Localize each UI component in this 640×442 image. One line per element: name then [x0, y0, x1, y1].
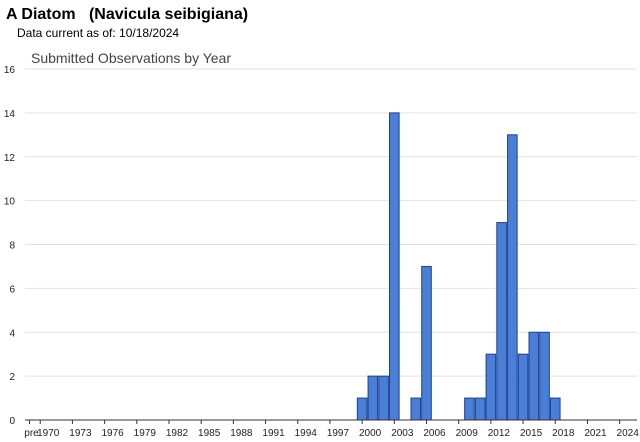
x-tick-label: 2006 [423, 428, 446, 439]
x-tick-label: 1994 [295, 428, 318, 439]
x-tick-label: 1982 [166, 428, 189, 439]
y-tick-label: 12 [4, 153, 16, 164]
bar [485, 353, 497, 421]
data-date: Data current as of: 10/18/2024 [17, 26, 180, 40]
x-tick-label: 2009 [456, 428, 479, 439]
bar [410, 397, 422, 421]
x-tick-label: 1979 [134, 428, 157, 439]
bar [549, 397, 561, 421]
x-tick-label: 1970 [37, 428, 60, 439]
x-tick-label: 2012 [488, 428, 511, 439]
x-tick-label: 2018 [552, 428, 575, 439]
bar [517, 353, 529, 421]
y-tick-label: 6 [9, 284, 15, 295]
bar [421, 265, 432, 421]
y-tick-label: 16 [4, 65, 16, 76]
bar [464, 397, 475, 421]
y-tick-label: 4 [9, 328, 15, 339]
x-tick-label: 2021 [584, 428, 607, 439]
x-tick-label: 1997 [327, 428, 350, 439]
bar [367, 375, 379, 421]
bar [356, 397, 368, 421]
x-tick-label: 1985 [198, 428, 221, 439]
x-tick-label: 2000 [359, 428, 382, 439]
x-tick-label: 1976 [101, 428, 124, 439]
x-tick-label: pre [24, 428, 39, 439]
y-tick-label: 2 [9, 372, 15, 383]
x-tick-label: 2003 [391, 428, 414, 439]
bar [474, 397, 486, 421]
bar [389, 112, 400, 421]
x-tick-label: 1973 [69, 428, 92, 439]
x-tick-label: 2024 [617, 428, 640, 439]
x-tick-label: 1988 [230, 428, 253, 439]
y-tick-label: 14 [4, 109, 16, 120]
y-tick-label: 8 [9, 241, 15, 252]
y-tick-label: 0 [9, 416, 15, 427]
chart-title: Submitted Observations by Year [31, 50, 231, 66]
x-tick-label: 1991 [262, 428, 285, 439]
bar [378, 375, 389, 421]
page-title: A Diatom (Navicula seibigiana) [6, 6, 249, 23]
bar [496, 222, 507, 421]
y-tick-label: 10 [4, 197, 16, 208]
bar [507, 134, 518, 421]
bar [539, 331, 550, 421]
bar [528, 331, 540, 421]
x-tick-label: 2015 [520, 428, 543, 439]
